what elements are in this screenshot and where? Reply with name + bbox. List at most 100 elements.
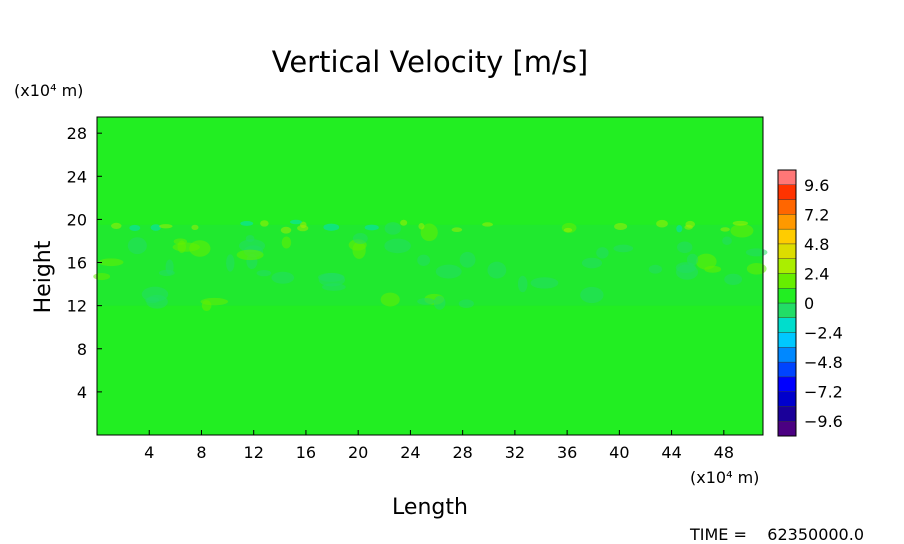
heatmap-patch <box>656 219 668 228</box>
y-tick-label: 4 <box>77 383 87 402</box>
heatmap-patch <box>677 241 693 254</box>
colorbar-swatch <box>777 228 797 245</box>
heatmap-patch <box>417 298 435 305</box>
heatmap-patch <box>158 269 175 277</box>
y-tick-label: 28 <box>67 124 87 143</box>
heatmap-patch <box>613 244 634 253</box>
colorbar-swatch <box>777 273 797 289</box>
heatmap-patch <box>158 224 173 229</box>
heatmap-patch <box>323 223 340 231</box>
heatmap-patch <box>380 292 400 307</box>
y-tick-label: 12 <box>67 297 87 316</box>
heatmap-patch <box>614 222 628 231</box>
colorbar-swatch <box>777 347 797 363</box>
colorbar-swatch <box>777 406 797 422</box>
time-label: TIME = <box>689 525 747 544</box>
x-tick-label: 8 <box>196 443 206 462</box>
heatmap-patch <box>686 253 699 266</box>
colorbar-label: −7.2 <box>804 383 843 402</box>
x-tick-label: 4 <box>144 443 154 462</box>
heatmap-patch <box>648 264 663 274</box>
x-tick-label: 28 <box>452 443 472 462</box>
heatmap-patch <box>150 224 161 231</box>
y-unit-label: (x10⁴ m) <box>14 81 83 100</box>
heatmap-patch <box>724 273 743 286</box>
heatmap-patch <box>685 220 695 228</box>
heatmap-patch <box>732 220 748 226</box>
heatmap-patch <box>280 226 292 234</box>
colorbar-label: 7.2 <box>804 205 829 224</box>
heatmap-patch <box>745 248 768 257</box>
heatmap-patch <box>129 224 141 232</box>
heatmap-patch <box>433 295 446 310</box>
heatmap-patch <box>172 242 200 252</box>
x-tick-label: 24 <box>400 443 420 462</box>
heatmap-patch <box>318 272 346 287</box>
colorbar-label: −9.6 <box>804 412 843 431</box>
heatmap-patch <box>201 300 212 311</box>
colorbar-label: 0 <box>804 294 814 313</box>
heatmap-patch <box>236 249 264 261</box>
colorbar-label: 9.6 <box>804 176 829 195</box>
heatmap-patch <box>482 222 494 227</box>
heatmap-patch <box>98 258 124 267</box>
heatmap-patch <box>417 254 431 266</box>
y-axis-ticks: 4 8 12 16 20 24 28 <box>67 124 102 402</box>
x-axis-label: Length <box>392 495 468 520</box>
heatmap-patch <box>695 253 717 270</box>
y-tick-label: 24 <box>67 167 87 186</box>
heatmap-patch <box>260 220 269 227</box>
colorbar-label: −4.8 <box>804 353 843 372</box>
heatmap-patch <box>596 247 609 259</box>
y-tick-label: 20 <box>67 210 87 229</box>
heatmap-patch <box>240 221 254 226</box>
heatmap-patch <box>704 265 722 273</box>
colorbar-swatch <box>777 169 797 185</box>
heatmap-patch <box>418 222 425 230</box>
x-tick-label: 48 <box>714 443 734 462</box>
plot-frame <box>96 116 764 436</box>
heatmap-patch <box>289 219 302 225</box>
heatmap-patch <box>581 257 603 269</box>
heatmap-patch <box>676 225 683 233</box>
y-tick-label: 16 <box>67 254 87 273</box>
time-value: 62350000.0 <box>767 525 864 544</box>
heatmap-patch <box>487 261 507 279</box>
heatmap-patch <box>191 224 199 231</box>
heatmap-patch <box>458 299 474 308</box>
y-tick-label: 8 <box>77 340 87 359</box>
heatmap-patch <box>400 219 408 226</box>
heatmap-patch <box>93 273 111 281</box>
heatmap-patch <box>580 286 604 304</box>
colorbar-label: −2.4 <box>804 324 843 343</box>
x-tick-label: 32 <box>505 443 525 462</box>
colorbar-swatch <box>777 421 797 437</box>
x-unit-label: (x10⁴ m) <box>690 468 759 487</box>
colorbar-swatch <box>777 199 797 215</box>
colorbar-swatch <box>777 391 797 407</box>
heatmap-patch <box>530 277 559 289</box>
colorbar-swatch <box>777 376 797 392</box>
heatmap-patch <box>384 222 402 235</box>
heatmap-patch <box>451 227 463 233</box>
heatmap-patch <box>435 264 462 279</box>
y-axis-label: Height <box>31 240 56 313</box>
heatmap-patch <box>722 236 732 246</box>
heatmap-patch <box>384 238 411 254</box>
colorbar-frame <box>777 169 797 437</box>
x-tick-label: 20 <box>348 443 368 462</box>
x-axis-ticks: 4 8 12 16 20 24 28 32 36 40 44 48 <box>144 430 734 462</box>
colorbar-swatch <box>777 317 797 333</box>
x-tick-label: 36 <box>557 443 577 462</box>
heatmap-field <box>93 117 768 435</box>
x-tick-label: 12 <box>244 443 264 462</box>
colorbar-swatch <box>777 361 797 378</box>
chart-title: Vertical Velocity [m/s] <box>272 45 589 79</box>
heatmap-patch <box>563 227 573 233</box>
colorbar-label: 4.8 <box>804 235 829 254</box>
heatmap-patch <box>127 237 147 255</box>
heatmap-patch <box>720 227 730 232</box>
colorbar-swatch <box>777 243 797 259</box>
colorbar-label: 2.4 <box>804 264 829 283</box>
